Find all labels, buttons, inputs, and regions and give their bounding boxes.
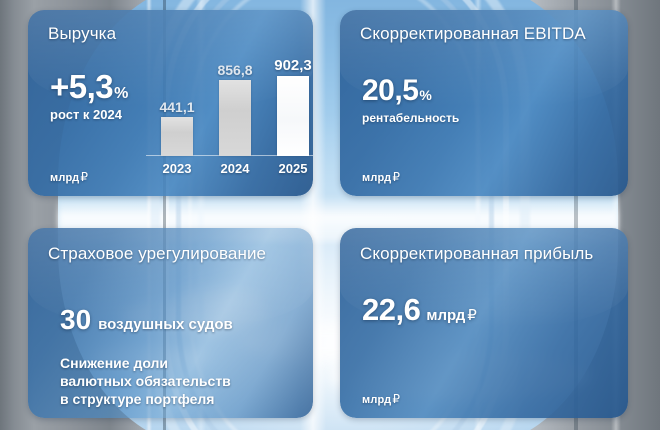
- bar-2025: [277, 76, 309, 156]
- bar-category-label: 2024: [220, 161, 250, 176]
- ebitda-currency-unit: млрд₽: [362, 170, 400, 184]
- note-line: Снижение доли: [60, 355, 169, 371]
- ebitda-headline-caption: рентабельность: [362, 111, 460, 125]
- ebitda-headline-value: 20,5: [362, 74, 419, 107]
- ruble-icon: ₽: [467, 307, 477, 324]
- note-line: валютных обязательств: [60, 373, 231, 389]
- panel-background: [340, 10, 628, 196]
- panel-title-insurance-settlement: Страховое урегулирование: [48, 244, 267, 263]
- revenue-headline-value: +5,3: [50, 68, 114, 105]
- bar-category-label: 2025: [278, 161, 308, 176]
- fleet-count: 30: [60, 304, 92, 335]
- revenue-headline: +5,3%: [50, 68, 128, 106]
- panel-title-revenue: Выручка: [48, 24, 117, 43]
- panel-revenue: Выручка +5,3% рост к 2024 441,1 2023 856…: [28, 10, 313, 196]
- bar-2023: [161, 117, 193, 156]
- ebitda-headline: 20,5%: [362, 74, 432, 108]
- panel-background: [28, 228, 313, 418]
- revenue-headline-unit: %: [114, 85, 129, 102]
- currency-word: млрд: [362, 172, 392, 184]
- revenue-bar-chart: 441,1 2023 856,8 2024 902,3 2025: [146, 57, 313, 178]
- panel-background: [28, 10, 313, 196]
- bar-value-label: 856,8: [217, 62, 253, 78]
- revenue-currency-unit: млрд₽: [50, 170, 88, 184]
- currency-exposure-note: Снижение доли валютных обязательств в ст…: [60, 354, 231, 408]
- panel-adjusted-ebitda: Скорректированная EBITDA 20,5% рентабель…: [340, 10, 628, 196]
- note-line: в структуре портфеля: [60, 391, 215, 407]
- currency-word: млрд: [50, 172, 80, 184]
- currency-word: млрд: [362, 394, 392, 406]
- fleet-stat: 30 воздушных судов: [60, 304, 233, 336]
- panel-background: [340, 228, 628, 418]
- revenue-headline-caption: рост к 2024: [50, 107, 122, 122]
- bar-value-label: 441,1: [159, 99, 195, 115]
- profit-headline-value: 22,6: [362, 292, 421, 327]
- panel-title-adjusted-profit: Скорректированная прибыль: [360, 244, 594, 263]
- bar-category-label: 2023: [162, 161, 192, 176]
- panel-gloss: [340, 10, 628, 107]
- bar-column: 902,3 2025: [262, 57, 313, 178]
- panel-insurance-settlement: Страховое урегулирование 30 воздушных суд…: [28, 228, 313, 418]
- panel-gloss: [28, 228, 313, 327]
- panel-gloss: [340, 228, 628, 327]
- bar-column: 441,1 2023: [146, 70, 208, 178]
- ruble-icon: ₽: [80, 170, 89, 184]
- panel-gloss: [28, 10, 313, 107]
- profit-currency-unit: млрд₽: [362, 392, 400, 406]
- bar-2024: [219, 80, 251, 156]
- profit-headline-unit: млрд: [426, 307, 466, 324]
- bar-column: 856,8 2024: [204, 62, 266, 178]
- panel-title-adjusted-ebitda: Скорректированная EBITDA: [360, 24, 586, 43]
- bar-value-label: 902,3: [274, 57, 312, 74]
- ruble-icon: ₽: [392, 170, 401, 184]
- fleet-label: воздушных судов: [98, 316, 233, 333]
- ebitda-headline-unit: %: [419, 87, 432, 103]
- profit-headline: 22,6 млрд ₽: [362, 292, 477, 328]
- ruble-icon: ₽: [392, 392, 401, 406]
